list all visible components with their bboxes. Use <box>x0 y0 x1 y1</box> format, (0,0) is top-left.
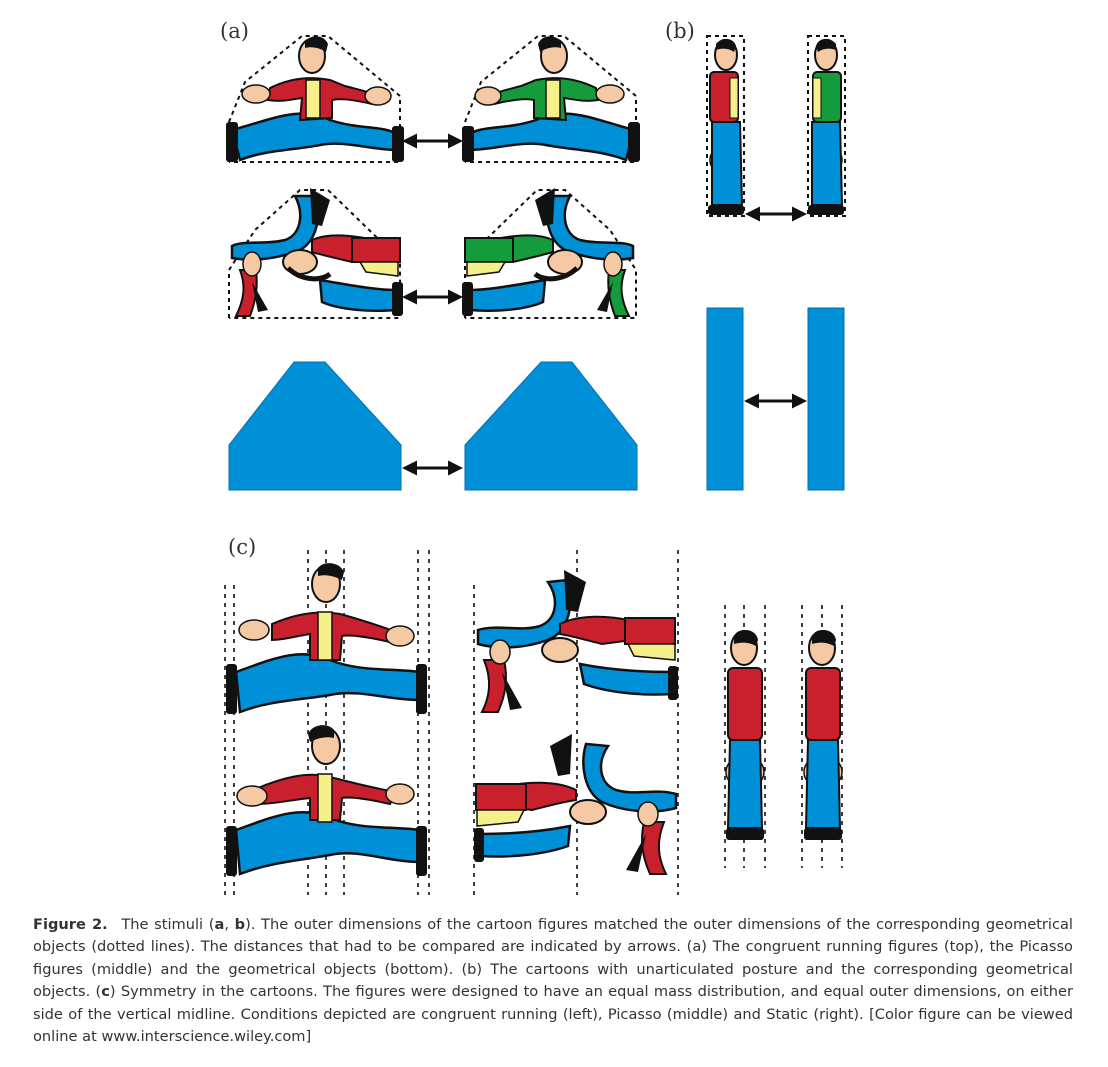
caption-label: Figure 2. <box>33 916 108 933</box>
symmetry-running-figure-upper <box>226 563 427 714</box>
symmetry-static-figure-right <box>803 630 843 840</box>
picasso-figure-right <box>462 188 637 319</box>
static-figure-left <box>706 35 745 217</box>
geometric-object-right <box>464 361 638 491</box>
caption-text-3: ). The outer dimensions of the cartoon f… <box>33 916 1073 1001</box>
symmetry-static-figure-left <box>725 630 765 840</box>
static-figure-right <box>807 35 846 217</box>
caption-bold-c: c <box>101 983 110 1001</box>
caption-text-2: , <box>224 916 235 933</box>
panel-label-a: (a) <box>220 19 249 43</box>
running-figure-left <box>226 35 404 163</box>
figure-caption: Figure 2. The stimuli (a, b). The outer … <box>33 914 1073 1048</box>
symmetry-picasso-figure-lower <box>474 734 678 875</box>
symmetry-picasso-figure-upper <box>476 570 678 713</box>
caption-bold-b: b <box>234 916 246 933</box>
picasso-figure-left <box>228 188 403 319</box>
panel-label-c: (c) <box>228 535 257 559</box>
caption-text-4: ) Symmetry in the cartoons. The figures … <box>33 983 1074 1046</box>
caption-text-1: The stimuli ( <box>121 916 215 933</box>
geometric-object-left <box>228 361 402 491</box>
figure-illustration <box>224 35 846 895</box>
geometric-bar-left <box>706 307 744 491</box>
panel-label-b: (b) <box>665 19 695 43</box>
symmetry-running-figure-lower <box>226 725 427 876</box>
caption-bold-a: a <box>214 916 225 933</box>
running-figure-right <box>462 35 640 163</box>
geometric-bar-right <box>807 307 845 491</box>
symmetry-guides-running <box>224 550 430 895</box>
